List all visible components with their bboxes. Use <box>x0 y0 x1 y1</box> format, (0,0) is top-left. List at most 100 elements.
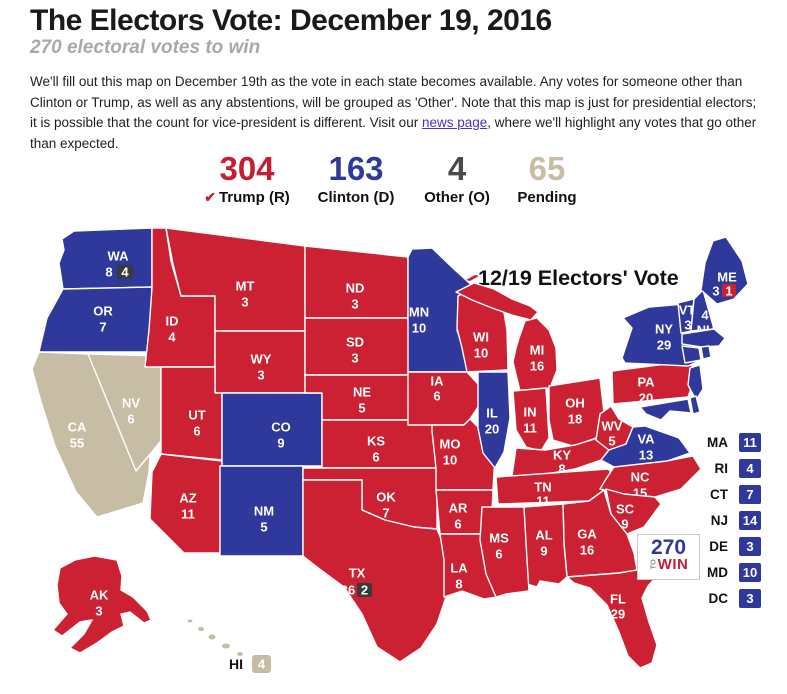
state-nd[interactable]: ND 3 <box>304 245 409 319</box>
list-item-dc[interactable]: DC 3 <box>690 589 761 608</box>
svg-text:1: 1 <box>725 284 732 299</box>
news-page-link[interactable]: news page <box>421 115 488 130</box>
svg-text:36: 36 <box>341 583 355 598</box>
svg-text:TN: TN <box>534 480 551 495</box>
svg-text:8: 8 <box>558 462 565 477</box>
svg-text:ME: ME <box>717 270 737 285</box>
hi-island <box>186 618 194 624</box>
list-item-de[interactable]: DE 3 <box>690 537 761 556</box>
state-ks[interactable]: KS 6 <box>321 419 438 469</box>
state-ia[interactable]: IA 6 <box>407 371 481 426</box>
svg-text:SD: SD <box>346 335 364 350</box>
me-trump-badge <box>722 284 736 297</box>
svg-text:4: 4 <box>258 657 266 672</box>
list-item-ri[interactable]: RI 4 <box>690 459 761 478</box>
svg-text:AR: AR <box>449 501 468 516</box>
svg-text:6: 6 <box>433 389 440 404</box>
east-coast-state-list: MA 11 RI 4 CT 7 NJ 14 DE 3 MD 10 DC 3 <box>690 433 761 615</box>
list-item-ct[interactable]: CT 7 <box>690 485 761 504</box>
summary-clinton: 163 Clinton (D) <box>318 150 395 207</box>
list-item-nj[interactable]: NJ 14 <box>690 511 761 530</box>
pending-total: 65 <box>528 150 566 187</box>
state-ct[interactable] <box>681 345 702 364</box>
svg-text:5: 5 <box>358 401 365 416</box>
state-ma[interactable] <box>681 328 726 348</box>
svg-text:13: 13 <box>639 448 653 463</box>
state-ar[interactable]: AR 6 <box>435 489 494 535</box>
checkmark-icon: ✔ <box>204 189 216 205</box>
svg-text:HI: HI <box>229 656 243 672</box>
svg-text:TX: TX <box>349 566 366 581</box>
state-in[interactable]: IN 11 <box>512 387 550 452</box>
svg-text:NY: NY <box>655 322 673 337</box>
svg-text:SC: SC <box>616 502 635 517</box>
hi-island <box>221 642 231 650</box>
state-va[interactable]: VA 13 <box>600 425 691 468</box>
de-votes-badge: 3 <box>739 537 761 556</box>
svg-text:AL: AL <box>535 528 552 543</box>
intro-paragraph: We'll fill out this map on December 19th… <box>30 72 763 154</box>
270towin-logo[interactable]: 270 TOWIN <box>637 534 700 580</box>
svg-text:PA: PA <box>637 375 655 390</box>
svg-text:6: 6 <box>127 412 134 427</box>
svg-text:NE: NE <box>353 385 371 400</box>
svg-text:KS: KS <box>367 434 385 449</box>
state-al[interactable]: AL 9 <box>523 503 568 588</box>
state-wa[interactable]: WA 8 4 <box>58 227 153 290</box>
svg-text:AZ: AZ <box>179 491 196 506</box>
svg-text:NV: NV <box>122 396 140 411</box>
state-nv[interactable]: NV 6 <box>87 353 162 472</box>
state-ga[interactable]: GA 16 <box>562 489 638 578</box>
trump-label: Trump (R) <box>218 189 290 206</box>
state-ms[interactable]: MS 6 <box>479 506 530 598</box>
state-pa[interactable]: PA 20 <box>611 360 697 406</box>
svg-text:10: 10 <box>412 321 426 336</box>
state-ri[interactable] <box>700 345 712 360</box>
ct-votes-badge: 7 <box>739 485 761 504</box>
state-sd[interactable]: SD 3 <box>304 317 411 376</box>
state-oh[interactable]: OH 18 <box>548 377 605 447</box>
clinton-total: 163 <box>328 150 384 187</box>
svg-text:11: 11 <box>181 507 195 522</box>
state-tx[interactable]: TX 36 2 <box>302 479 447 663</box>
state-or[interactable]: OR 7 <box>38 286 153 353</box>
state-nm[interactable]: NM 5 <box>219 465 304 557</box>
state-wy[interactable]: WY 3 <box>214 330 306 394</box>
svg-text:NM: NM <box>254 504 274 519</box>
state-il[interactable]: IL 20 <box>477 371 511 469</box>
svg-text:16: 16 <box>580 543 594 558</box>
svg-text:8: 8 <box>455 577 462 592</box>
state-hi[interactable]: HI 4 <box>186 618 271 673</box>
svg-text:10: 10 <box>474 346 488 361</box>
svg-text:9: 9 <box>540 544 547 559</box>
state-md[interactable] <box>639 398 692 421</box>
state-ak[interactable]: AK 3 <box>52 555 152 654</box>
state-ut[interactable]: UT 6 <box>160 366 223 461</box>
logo-270-text: 270 <box>650 536 687 559</box>
list-item-md[interactable]: MD 10 <box>690 563 761 582</box>
state-vt[interactable]: VT 3 <box>677 298 695 334</box>
state-nc[interactable]: NC 15 <box>599 455 702 501</box>
svg-text:OK: OK <box>376 490 396 505</box>
state-tn[interactable]: TN 11 <box>495 468 617 509</box>
state-az[interactable]: AZ 11 <box>149 453 223 554</box>
state-fl[interactable]: FL 29 <box>566 569 658 669</box>
svg-text:6: 6 <box>372 450 379 465</box>
svg-text:3: 3 <box>712 284 719 299</box>
hi-island <box>207 633 217 641</box>
state-nj[interactable] <box>687 364 704 401</box>
other-label: Other (O) <box>424 189 490 206</box>
state-de[interactable] <box>689 395 701 415</box>
svg-text:10: 10 <box>443 453 457 468</box>
svg-text:UT: UT <box>188 408 205 423</box>
state-mi[interactable]: MI 16 <box>455 275 558 392</box>
svg-text:4: 4 <box>701 308 709 323</box>
state-ky[interactable]: KY 8 <box>511 437 610 477</box>
svg-text:WA: WA <box>108 249 130 264</box>
list-item-ma[interactable]: MA 11 <box>690 433 761 452</box>
svg-text:7: 7 <box>99 320 106 335</box>
intro-text-before: We'll fill out this map on December 19th… <box>30 74 757 130</box>
svg-text:4: 4 <box>168 330 176 345</box>
state-co[interactable]: CO 9 <box>221 392 323 467</box>
state-me[interactable]: ME 3 1 <box>700 236 749 305</box>
